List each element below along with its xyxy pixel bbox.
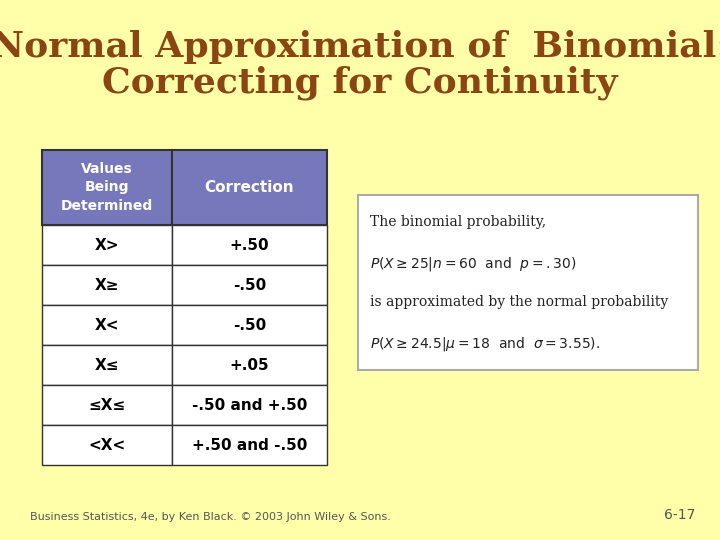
- Bar: [42, 150, 172, 225]
- Text: Correction: Correction: [204, 180, 294, 195]
- Text: $P(X\geq 25|n=60$  and  $p=.30)$: $P(X\geq 25|n=60$ and $p=.30)$: [370, 255, 577, 273]
- Bar: [172, 225, 327, 265]
- Text: +.50: +.50: [230, 238, 269, 253]
- Bar: [172, 305, 327, 345]
- Bar: [172, 425, 327, 465]
- Text: 6-17: 6-17: [664, 508, 695, 522]
- Bar: [172, 385, 327, 425]
- Text: is approximated by the normal probability: is approximated by the normal probabilit…: [370, 295, 668, 309]
- Text: +.50 and -.50: +.50 and -.50: [192, 437, 307, 453]
- Bar: [358, 195, 698, 370]
- Bar: [42, 265, 172, 305]
- Text: X<: X<: [95, 318, 120, 333]
- Bar: [42, 305, 172, 345]
- Text: -.50: -.50: [233, 278, 266, 293]
- Text: +.05: +.05: [230, 357, 269, 373]
- Text: X≤: X≤: [95, 357, 120, 373]
- Bar: [172, 265, 327, 305]
- Bar: [42, 345, 172, 385]
- Bar: [42, 425, 172, 465]
- Bar: [42, 385, 172, 425]
- Text: -.50 and +.50: -.50 and +.50: [192, 397, 307, 413]
- Text: Correcting for Continuity: Correcting for Continuity: [102, 65, 618, 99]
- Text: The binomial probability,: The binomial probability,: [370, 215, 546, 229]
- Text: Business Statistics, 4e, by Ken Black. © 2003 John Wiley & Sons.: Business Statistics, 4e, by Ken Black. ©…: [30, 512, 390, 522]
- Bar: [172, 150, 327, 225]
- Text: X>: X>: [95, 238, 120, 253]
- Text: $P(X\geq 24.5|\mu=18$  and  $\sigma=3.55).$: $P(X\geq 24.5|\mu=18$ and $\sigma=3.55).…: [370, 335, 600, 353]
- Text: Normal Approximation of  Binomial:: Normal Approximation of Binomial:: [0, 30, 720, 64]
- Bar: [172, 345, 327, 385]
- Text: <X<: <X<: [89, 437, 125, 453]
- Bar: [42, 225, 172, 265]
- Text: -.50: -.50: [233, 318, 266, 333]
- Text: X≥: X≥: [95, 278, 120, 293]
- Text: Values
Being
Determined: Values Being Determined: [61, 162, 153, 213]
- Text: ≤X≤: ≤X≤: [89, 397, 125, 413]
